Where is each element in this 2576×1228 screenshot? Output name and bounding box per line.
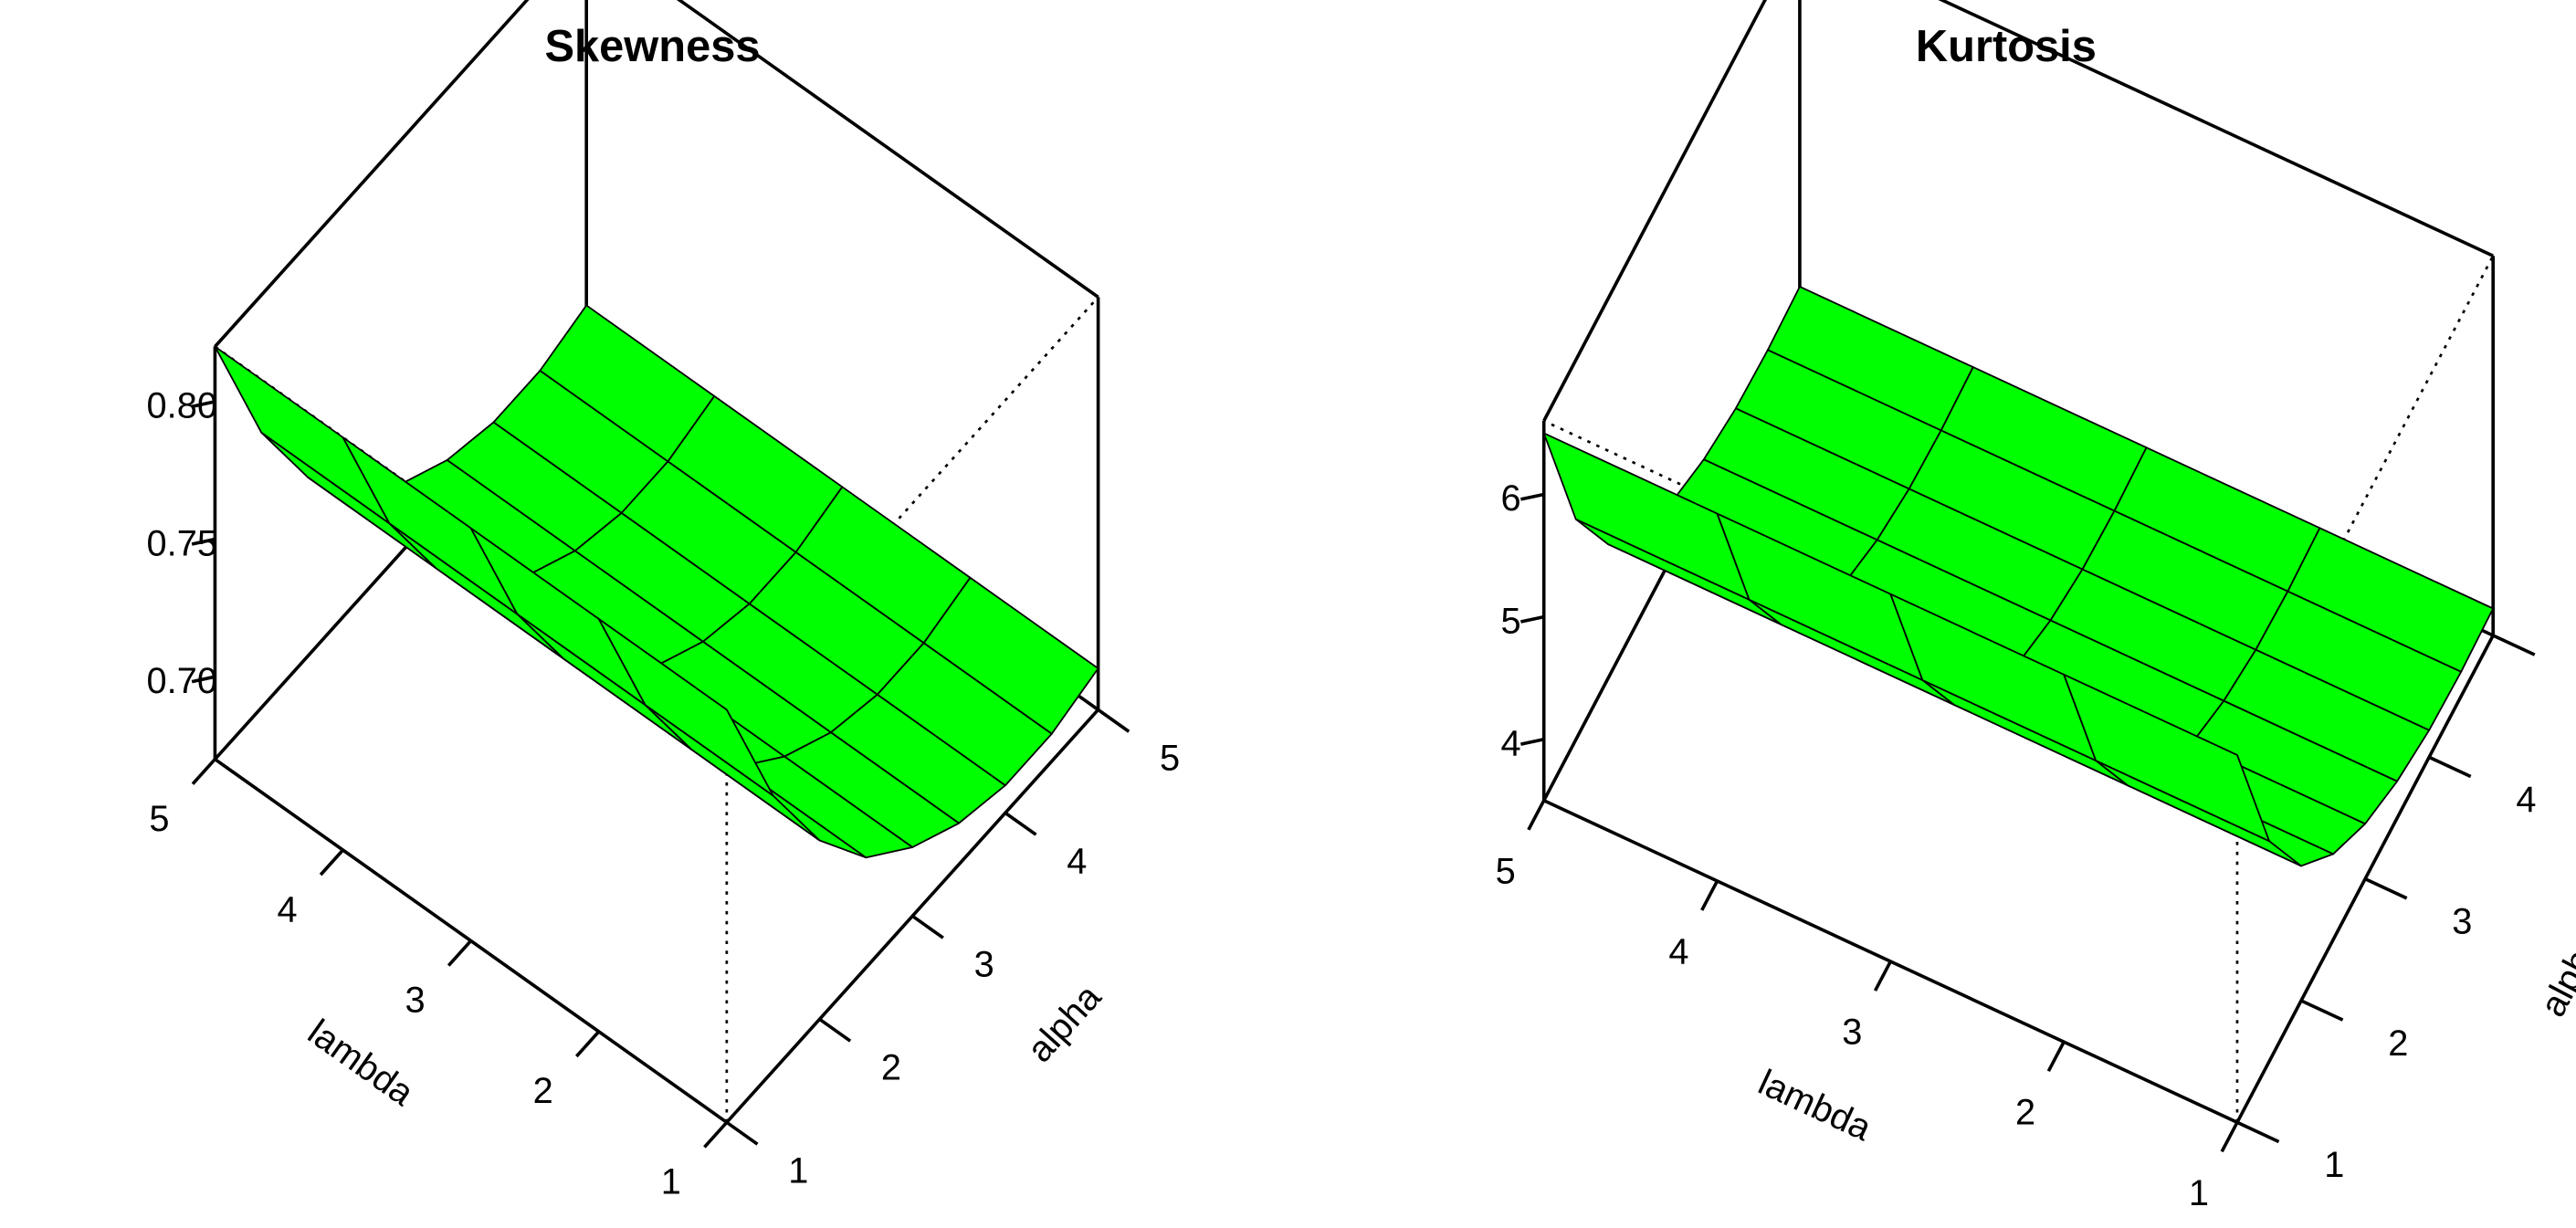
x-tick: [1527, 799, 1546, 831]
z-tick-label: 0.70: [147, 661, 217, 701]
z-tick-label: 6: [1500, 478, 1520, 519]
x-tick-label: 2: [533, 1071, 553, 1111]
x-tick-label: 1: [2189, 1173, 2209, 1213]
z-tick-label: 5: [1500, 601, 1520, 641]
y-tick-label: 2: [881, 1047, 901, 1087]
x-tick-label: 5: [149, 799, 169, 839]
box-edge: [214, 758, 728, 1124]
z-tick: [191, 537, 216, 546]
x-tick-label: 3: [405, 981, 426, 1021]
x-axis-label: lambda: [1752, 1062, 1878, 1149]
box-edge: [725, 296, 1099, 711]
y-tick: [725, 1120, 759, 1146]
box-edge: [1542, 0, 1767, 422]
x-tick: [1873, 960, 1892, 992]
surface-cell: [2063, 673, 2270, 843]
y-tick: [2236, 1120, 2280, 1144]
y-tick-label: 3: [974, 945, 994, 985]
surface-chart: Skewness 1 2 3 4 5 lambda 1 2 3 4 5 alpha 0.70 0.75 0.8…: [147, 0, 1180, 1202]
z-tick: [191, 400, 216, 409]
y-tick-label: 4: [1067, 842, 1087, 882]
x-tick-label: 1: [661, 1162, 681, 1202]
chart-title: Skewness: [544, 22, 760, 71]
y-tick: [818, 1017, 852, 1043]
x-tick-label: 5: [1496, 851, 1516, 891]
box-edge: [214, 0, 530, 348]
box-edge: [676, 0, 1099, 299]
surface-cell: [597, 618, 774, 797]
y-tick: [911, 914, 944, 939]
x-tick-label: 4: [277, 889, 297, 929]
surface-cell: [214, 345, 391, 525]
z-tick-label: 0.75: [147, 523, 217, 563]
y-tick: [2364, 877, 2408, 900]
x-tick: [447, 939, 472, 967]
y-tick: [1004, 811, 1037, 836]
z-tick: [1520, 737, 1545, 746]
z-tick: [191, 675, 216, 684]
z-tick: [1520, 492, 1545, 501]
y-tick: [2300, 999, 2344, 1022]
x-tick-label: 2: [2015, 1093, 2035, 1133]
y-tick-label: 1: [2324, 1145, 2344, 1185]
box-edge: [1543, 419, 2238, 744]
z-tick: [1520, 614, 1545, 624]
x-axis-label: lambda: [300, 1012, 422, 1114]
x-tick: [574, 1030, 601, 1058]
y-tick-label: 4: [2516, 780, 2536, 820]
surface-chart: Kurtosis12345lambda12345alpha456: [1496, 0, 2576, 1213]
y-tick-label: 2: [2388, 1023, 2408, 1064]
y-tick: [1097, 708, 1130, 733]
x-tick: [2220, 1121, 2239, 1153]
y-tick-label: 1: [788, 1150, 808, 1191]
x-tick: [191, 758, 216, 785]
y-tick: [2492, 634, 2536, 656]
x-tick-label: 4: [1668, 931, 1688, 971]
y-axis-label: alpha: [1020, 976, 1109, 1069]
z-tick-label: 4: [1500, 723, 1520, 763]
x-tick: [319, 848, 344, 876]
y-tick-label: 5: [1160, 739, 1180, 779]
y-tick: [2428, 755, 2472, 779]
x-tick: [2046, 1041, 2066, 1073]
z-tick-label: 0.80: [147, 386, 217, 426]
x-tick: [703, 1121, 729, 1149]
x-tick-label: 3: [1842, 1013, 1862, 1053]
box-edge: [1938, 0, 2494, 257]
y-tick-label: 3: [2452, 902, 2472, 942]
x-tick: [1700, 880, 1719, 911]
y-axis-label: alpha: [2533, 925, 2576, 1023]
